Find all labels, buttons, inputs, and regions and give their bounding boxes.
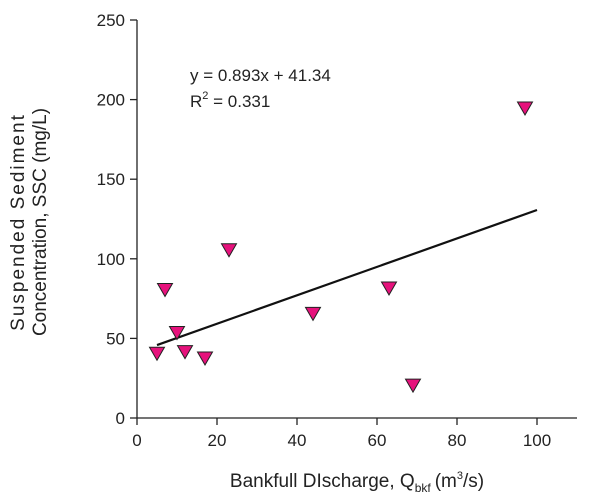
x-tick-label: 40	[288, 431, 307, 450]
x-axis-title-unit-sup: 3	[457, 470, 463, 482]
r-squared-label: R2 = 0.331	[190, 90, 270, 111]
y-axis-title-group: Suspended Sediment Concentration, SSC (m…	[8, 108, 51, 336]
y-tick-label: 0	[116, 409, 125, 428]
data-point	[404, 378, 422, 394]
data-point	[148, 346, 166, 362]
y-tick-label: 100	[97, 250, 125, 269]
y-axis-title-line1: Suspended Sediment	[8, 113, 29, 331]
y-axis-title-line2: Concentration, SSC (mg/L)	[30, 108, 51, 336]
data-point	[196, 351, 214, 367]
x-tick-label: 100	[523, 431, 551, 450]
axes	[136, 20, 577, 419]
data-point	[516, 101, 534, 117]
trendline-group	[156, 208, 538, 347]
regression-equation: y = 0.893x + 41.34	[190, 66, 331, 85]
trendline	[156, 208, 538, 347]
r2-r: R	[190, 92, 202, 111]
data-points	[148, 101, 534, 394]
x-axis-title: Bankfull DIscharge, Qbkf (m3/s)	[230, 470, 484, 495]
r2-value: = 0.331	[208, 92, 270, 111]
y-tick-label: 200	[97, 91, 125, 110]
y-tick-label: 150	[97, 170, 125, 189]
data-point	[220, 243, 238, 258]
x-tick-label: 0	[132, 431, 141, 450]
x-tick-label: 20	[208, 431, 227, 450]
x-tick-label: 60	[368, 431, 387, 450]
data-point	[304, 306, 322, 322]
data-point	[176, 345, 194, 360]
ticks: 0 20 40 60 80 100 0 50 100 150 200 250	[97, 11, 552, 450]
x-tick-label: 80	[448, 431, 467, 450]
data-point	[168, 326, 186, 341]
x-axis-title-unit-pre: (m	[435, 471, 457, 492]
r2-sup: 2	[202, 90, 208, 102]
data-point	[156, 283, 174, 298]
data-point	[380, 281, 398, 296]
x-axis-title-sub: bkf	[415, 481, 432, 495]
y-tick-label: 50	[106, 329, 125, 348]
x-axis-title-main: Bankfull DIscharge, Q	[230, 471, 415, 492]
x-axis-title-unit-post: /s)	[463, 471, 484, 492]
y-tick-label: 250	[97, 11, 125, 30]
